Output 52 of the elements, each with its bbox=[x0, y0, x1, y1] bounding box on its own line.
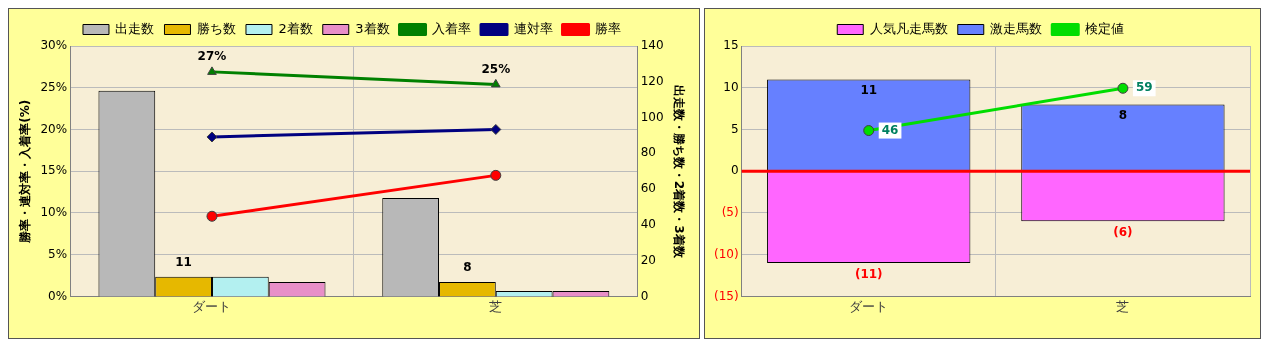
legend-label: 人気凡走馬数 bbox=[869, 20, 948, 36]
data-label: 8 bbox=[463, 260, 472, 275]
y2-tick-label: 60 bbox=[640, 181, 656, 196]
y-tick-label: 30% bbox=[40, 38, 68, 53]
x-tick-label: ダート bbox=[849, 298, 889, 314]
legend-label: 出走数 bbox=[115, 20, 155, 36]
y-tick-label: 15% bbox=[40, 163, 68, 178]
legend-label: 連対率 bbox=[513, 20, 553, 36]
data-label: (6) bbox=[1113, 225, 1133, 240]
y2-tick-label: 0 bbox=[640, 288, 649, 303]
x-tick-label: 芝 bbox=[489, 298, 503, 314]
point bbox=[490, 123, 502, 135]
y-tick-label: 10% bbox=[40, 205, 68, 220]
data-label: 11 bbox=[175, 254, 192, 269]
data-label: 11 bbox=[860, 82, 878, 97]
legend-label: 勝率 bbox=[595, 20, 622, 36]
data-label: (11) bbox=[854, 267, 883, 282]
data-label: 8 bbox=[1118, 107, 1128, 122]
y2-tick-label: 120 bbox=[640, 73, 664, 88]
y2-tick-label: 140 bbox=[640, 38, 664, 53]
legend-label: 3着数 bbox=[355, 20, 390, 36]
y2-tick-label: 40 bbox=[640, 216, 656, 231]
y-tick-label: (10) bbox=[713, 246, 739, 261]
y-tick-label: 0 bbox=[730, 163, 739, 178]
data-label: 59 bbox=[1135, 80, 1153, 95]
y2-tick-label: 80 bbox=[640, 145, 656, 160]
y-tick-label: (5) bbox=[721, 205, 739, 220]
y-tick-label: 20% bbox=[40, 121, 68, 136]
y-tick-label: 5% bbox=[48, 246, 68, 261]
x-tick-label: ダート bbox=[192, 298, 232, 314]
y-axis-title: 勝率・連対率・入着率(%) bbox=[18, 99, 33, 244]
y2-axis-title: 出走数・勝ち数・2着数・3着数 bbox=[671, 84, 686, 259]
legend-label: 勝ち数 bbox=[196, 20, 236, 36]
y-tick-label: 5 bbox=[730, 121, 739, 136]
x-tick-label: 芝 bbox=[1116, 298, 1130, 314]
y-tick-label: (15) bbox=[713, 288, 739, 303]
legend-label: 激走馬数 bbox=[990, 20, 1043, 36]
data-label: 27% bbox=[197, 49, 227, 63]
y-tick-label: 0% bbox=[48, 288, 68, 303]
legend-label: 2着数 bbox=[278, 20, 313, 36]
point bbox=[490, 169, 502, 181]
data-label: 25% bbox=[481, 61, 511, 76]
y-tick-label: 25% bbox=[40, 79, 68, 94]
y2-tick-label: 100 bbox=[640, 109, 664, 124]
legend-label: 検定値 bbox=[1084, 20, 1124, 36]
legend-label: 入着率 bbox=[432, 20, 472, 36]
y2-tick-label: 20 bbox=[640, 252, 656, 267]
point bbox=[206, 131, 218, 143]
data-label: 46 bbox=[881, 122, 899, 137]
point bbox=[206, 210, 218, 222]
y-tick-label: 15 bbox=[723, 38, 739, 53]
y-tick-label: 10 bbox=[723, 79, 739, 94]
